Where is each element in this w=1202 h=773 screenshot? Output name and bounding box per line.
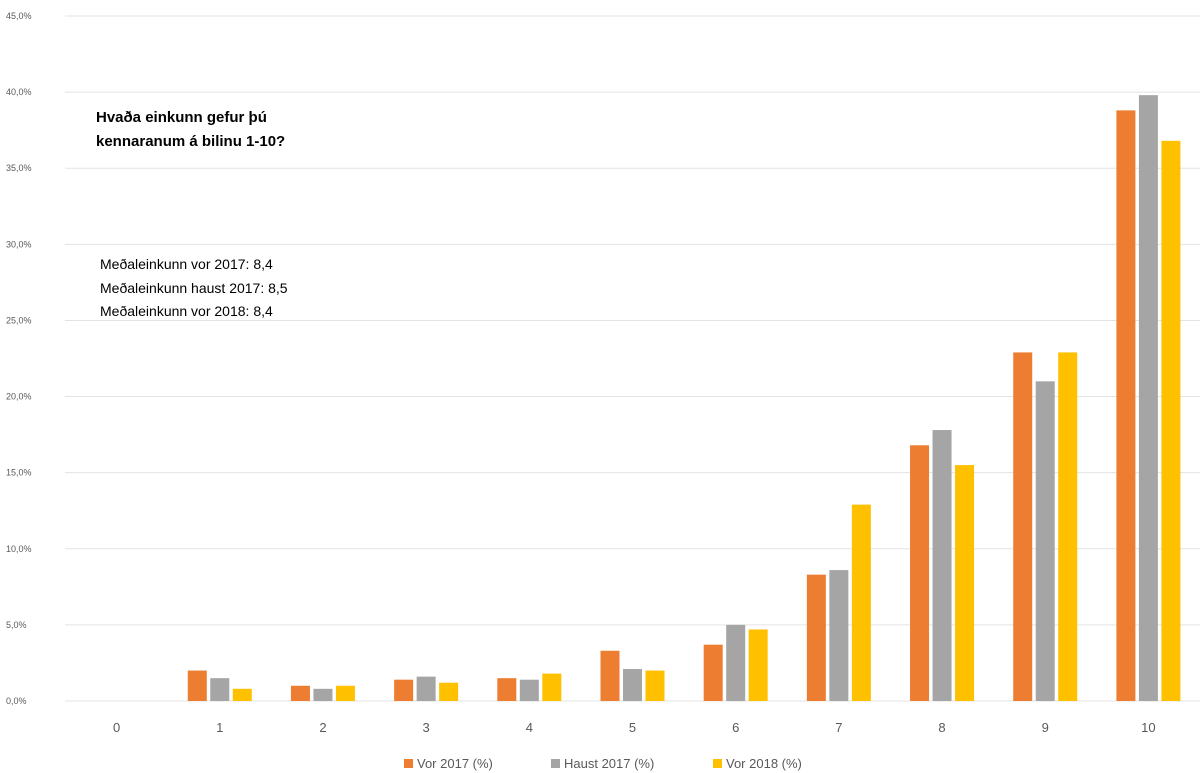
- y-axis-ticks: 0,0% 5,0% 10,0% 15,0% 20,0% 25,0% 30,0% 35,0% 40…: [6, 11, 32, 706]
- bar: [542, 673, 562, 701]
- bar: [600, 650, 620, 701]
- question-line-1: Hvaða einkunn gefur þú: [96, 109, 267, 126]
- bar: [703, 644, 723, 701]
- legend-swatch: [551, 759, 560, 768]
- bar: [1035, 381, 1055, 701]
- bar: [726, 624, 746, 701]
- legend-label: Vor 2018 (%): [726, 756, 802, 771]
- bar: [955, 465, 975, 701]
- bar: [416, 676, 436, 701]
- bar: [1116, 110, 1136, 701]
- bar: [806, 574, 826, 701]
- bar: [1161, 140, 1181, 702]
- bar: [313, 688, 333, 701]
- x-tick-label: 0: [113, 720, 120, 735]
- bar: [519, 679, 539, 701]
- bar: [910, 445, 930, 701]
- x-tick-label: 10: [1141, 720, 1155, 735]
- y-tick-label: 0,0%: [6, 696, 27, 706]
- bar: [1013, 352, 1033, 701]
- question-line-2: kennaranum á bilinu 1-10?: [96, 133, 286, 150]
- legend-swatch: [713, 759, 722, 768]
- bar: [932, 430, 952, 701]
- x-tick-label: 2: [319, 720, 326, 735]
- y-tick-label: 45,0%: [6, 11, 32, 21]
- y-tick-label: 15,0%: [6, 468, 32, 478]
- y-tick-label: 5,0%: [6, 620, 27, 630]
- bar: [439, 682, 459, 701]
- x-tick-label: 6: [732, 720, 739, 735]
- legend-label: Haust 2017 (%): [564, 756, 654, 771]
- x-tick-label: 9: [1042, 720, 1049, 735]
- bar: [290, 685, 310, 701]
- bar: [1058, 352, 1078, 701]
- x-tick-label: 1: [216, 720, 223, 735]
- y-tick-label: 35,0%: [6, 163, 32, 173]
- bar: [497, 678, 517, 701]
- bar: [210, 678, 230, 701]
- x-tick-label: 3: [423, 720, 430, 735]
- chart-annotation-question: Hvaða einkunn gefur þú kennaranum á bili…: [96, 106, 426, 154]
- bars: [187, 95, 1181, 702]
- x-tick-label: 5: [629, 720, 636, 735]
- bar: [394, 679, 414, 701]
- y-tick-label: 30,0%: [6, 239, 32, 249]
- x-tick-label: 7: [835, 720, 842, 735]
- gridlines: [65, 15, 1200, 702]
- y-tick-label: 25,0%: [6, 315, 32, 325]
- x-axis-ticks: 0 1 2 3 4 5 6 7 8 9 10: [113, 720, 1156, 735]
- y-tick-label: 10,0%: [6, 544, 32, 554]
- y-tick-label: 20,0%: [6, 392, 32, 402]
- legend-label: Vor 2017 (%): [417, 756, 493, 771]
- average-vor-2017: Meðaleinkunn vor 2017: 8,4: [100, 256, 273, 272]
- bar: [851, 504, 871, 701]
- x-tick-label: 8: [938, 720, 945, 735]
- average-vor-2018: Meðaleinkunn vor 2018: 8,4: [100, 303, 273, 319]
- bar: [232, 688, 252, 701]
- bar: [1138, 95, 1158, 701]
- bar: [829, 570, 849, 701]
- x-tick-label: 4: [526, 720, 533, 735]
- bar: [187, 670, 207, 701]
- bar: [645, 670, 665, 701]
- legend-swatch: [404, 759, 413, 768]
- average-haust-2017: Meðaleinkunn haust 2017: 8,5: [100, 280, 288, 296]
- y-tick-label: 40,0%: [6, 87, 32, 97]
- bar: [623, 669, 642, 701]
- bar: [335, 685, 355, 701]
- legend: Vor 2017 (%) Haust 2017 (%) Vor 2018 (%): [404, 756, 802, 771]
- bar: [748, 629, 768, 701]
